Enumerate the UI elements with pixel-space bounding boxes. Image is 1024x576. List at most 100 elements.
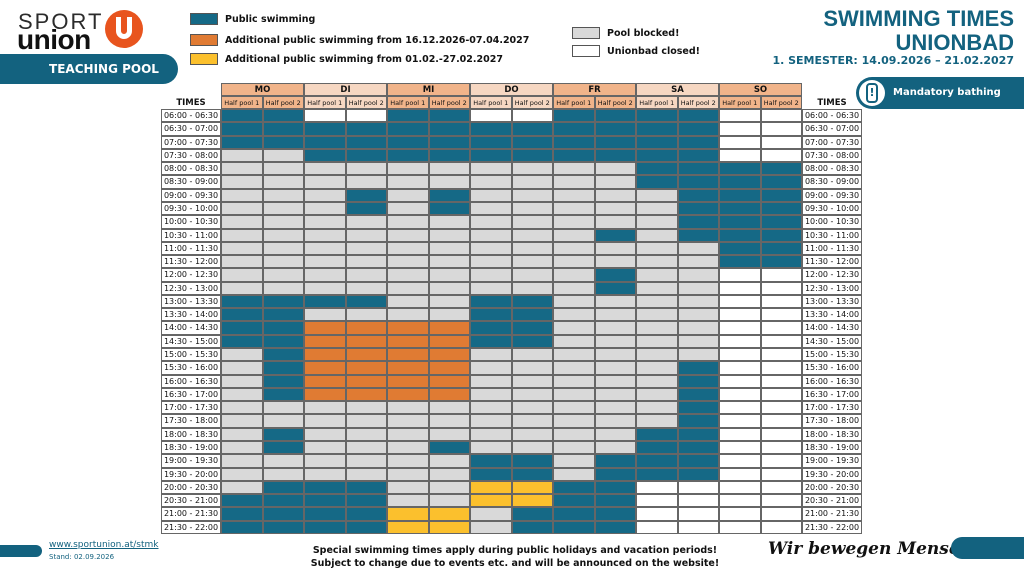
time-label-left: 21:30 - 22:00 bbox=[161, 520, 221, 534]
schedule-cell bbox=[760, 361, 802, 375]
schedule-cell bbox=[636, 520, 678, 534]
schedule-cell bbox=[304, 454, 346, 468]
schedule-cell bbox=[636, 294, 678, 309]
schedule-cell bbox=[428, 201, 470, 216]
schedule-cell bbox=[677, 321, 719, 335]
schedule-cell bbox=[553, 308, 595, 322]
schedule-cell bbox=[262, 427, 304, 441]
half-pool-header: Half pool 1 bbox=[304, 96, 346, 109]
schedule-cell bbox=[511, 268, 553, 282]
time-label-left: 16:30 - 17:00 bbox=[161, 387, 221, 402]
schedule-cell bbox=[594, 480, 636, 495]
times-header-right: TIMES bbox=[817, 98, 847, 108]
schedule-cell bbox=[345, 374, 387, 388]
time-label-left: 07:30 - 08:00 bbox=[161, 148, 221, 163]
schedule-cell bbox=[677, 467, 719, 481]
schedule-cell bbox=[428, 175, 470, 189]
schedule-cell bbox=[636, 201, 678, 216]
schedule-cell bbox=[594, 441, 636, 455]
schedule-cell bbox=[636, 361, 678, 375]
schedule-cell bbox=[719, 255, 761, 269]
time-label-left: 21:00 - 21:30 bbox=[161, 507, 221, 521]
stand-date: Stand: 02.09.2026 bbox=[49, 553, 115, 561]
schedule-cell bbox=[719, 321, 761, 335]
schedule-cell bbox=[262, 241, 304, 256]
schedule-cell bbox=[553, 401, 595, 415]
schedule-cell bbox=[345, 135, 387, 149]
schedule-cell bbox=[470, 507, 512, 521]
day-header-do: DO bbox=[470, 83, 553, 96]
schedule-cell bbox=[345, 308, 387, 322]
half-pool-header: Half pool 2 bbox=[594, 96, 636, 109]
schedule-cell bbox=[345, 321, 387, 335]
logo-sport-text: SPORT bbox=[18, 9, 104, 34]
time-label-left: 15:30 - 16:00 bbox=[161, 361, 221, 375]
day-header-fr: FR bbox=[553, 83, 636, 96]
schedule-cell bbox=[594, 201, 636, 216]
schedule-cell bbox=[428, 467, 470, 481]
footer-note-changes: Subject to change due to events etc. and… bbox=[310, 558, 720, 569]
schedule-cell bbox=[221, 520, 263, 534]
schedule-cell bbox=[594, 109, 636, 123]
legend-label-blocked: Pool blocked! bbox=[607, 27, 680, 39]
schedule-cell bbox=[594, 414, 636, 428]
half-pool-header: Half pool 2 bbox=[511, 96, 553, 109]
schedule-cell bbox=[304, 148, 346, 163]
schedule-cell bbox=[677, 494, 719, 508]
schedule-cell bbox=[553, 494, 595, 508]
legend-swatch-additional-yellow bbox=[190, 53, 218, 65]
half-pool-header: Half pool 1 bbox=[221, 96, 263, 109]
schedule-cell bbox=[511, 215, 553, 229]
schedule-cell bbox=[760, 228, 802, 242]
schedule-cell bbox=[719, 494, 761, 508]
time-label-right: 19:00 - 19:30 bbox=[802, 454, 862, 468]
half-pool-header: Half pool 1 bbox=[387, 96, 429, 109]
schedule-cell bbox=[677, 201, 719, 216]
schedule-cell bbox=[719, 201, 761, 216]
schedule-cell bbox=[636, 374, 678, 388]
schedule-cell bbox=[304, 255, 346, 269]
schedule-cell bbox=[719, 427, 761, 441]
legend-label-public: Public swimming bbox=[225, 13, 316, 25]
schedule-cell bbox=[345, 281, 387, 295]
schedule-cell bbox=[221, 294, 263, 309]
schedule-cell bbox=[636, 454, 678, 468]
schedule-cell bbox=[221, 427, 263, 441]
time-label-left: 17:00 - 17:30 bbox=[161, 401, 221, 415]
time-label-right: 18:30 - 19:00 bbox=[802, 441, 862, 455]
schedule-cell bbox=[594, 520, 636, 534]
schedule-cell bbox=[511, 255, 553, 269]
schedule-cell bbox=[636, 122, 678, 136]
schedule-cell bbox=[470, 148, 512, 163]
schedule-cell bbox=[677, 255, 719, 269]
schedule-cell bbox=[304, 201, 346, 216]
schedule-cell bbox=[221, 361, 263, 375]
schedule-cell bbox=[262, 255, 304, 269]
website-link[interactable]: www.sportunion.at/stmk bbox=[49, 540, 159, 550]
schedule-cell bbox=[470, 188, 512, 202]
schedule-cell bbox=[428, 255, 470, 269]
time-label-right: 11:30 - 12:00 bbox=[802, 255, 862, 269]
schedule-cell bbox=[428, 334, 470, 349]
schedule-cell bbox=[511, 507, 553, 521]
legend-label-additional-orange: Additional public swimming from 16.12.20… bbox=[225, 34, 530, 46]
schedule-cell bbox=[345, 228, 387, 242]
schedule-cell bbox=[304, 480, 346, 495]
schedule-cell bbox=[387, 281, 429, 295]
schedule-cell bbox=[304, 268, 346, 282]
schedule-cell bbox=[470, 441, 512, 455]
time-label-left: 14:00 - 14:30 bbox=[161, 321, 221, 335]
schedule-cell bbox=[304, 520, 346, 534]
schedule-cell bbox=[428, 241, 470, 256]
schedule-cell bbox=[387, 228, 429, 242]
schedule-cell bbox=[221, 188, 263, 202]
schedule-cell bbox=[511, 348, 553, 362]
schedule-cell bbox=[428, 148, 470, 163]
schedule-cell bbox=[677, 281, 719, 295]
time-label-left: 12:30 - 13:00 bbox=[161, 281, 221, 295]
schedule-cell bbox=[594, 241, 636, 256]
schedule-cell bbox=[345, 188, 387, 202]
schedule-cell bbox=[221, 454, 263, 468]
schedule-cell bbox=[760, 188, 802, 202]
schedule-cell bbox=[677, 361, 719, 375]
